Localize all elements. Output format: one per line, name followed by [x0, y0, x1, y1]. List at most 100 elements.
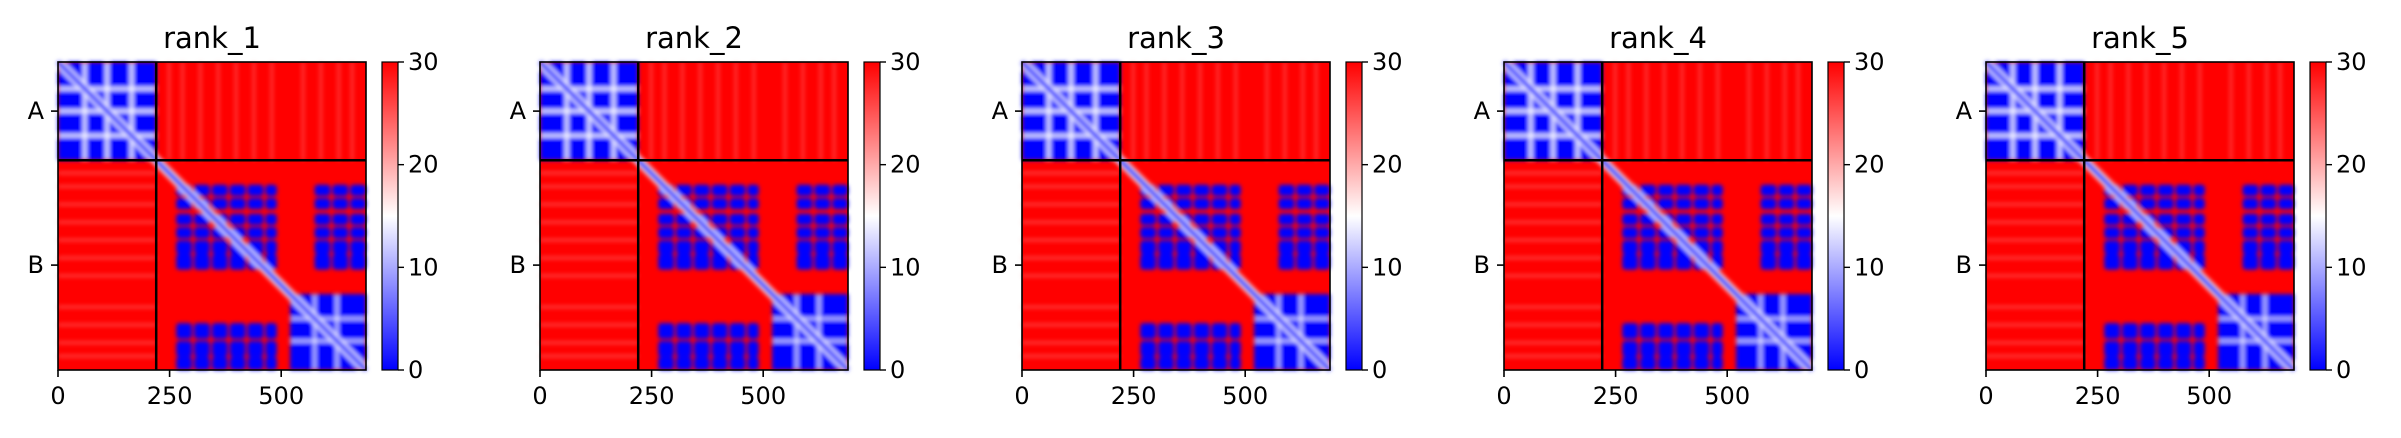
heatmap-patch [658, 356, 674, 370]
heatmap-patch [2175, 340, 2192, 357]
heatmap-patch [1760, 184, 1777, 196]
heatmap-stripe [1575, 62, 1580, 161]
heatmap-patch [1760, 253, 1777, 270]
heatmap-patch [747, 184, 759, 196]
heatmap-patch [658, 340, 674, 357]
heatmap-patch [194, 184, 210, 196]
x-tick-label: 0 [1978, 382, 1993, 410]
heatmap-stripe [734, 62, 738, 161]
heatmap-patch [1711, 340, 1723, 357]
heatmap-patch [676, 227, 692, 239]
heatmap-patch [1622, 213, 1638, 225]
heatmap-patch [2260, 198, 2277, 210]
diagonal-band [1020, 60, 1332, 372]
heatmap-stripe [2218, 317, 2294, 321]
heatmap-stripe [783, 62, 787, 161]
heatmap-stripe [1504, 202, 1603, 206]
heatmap-patch [1229, 340, 1241, 357]
heatmap-stripe [216, 62, 220, 161]
heatmap-stripe [58, 323, 157, 327]
heatmap-patch [314, 227, 331, 239]
heatmap-patch [658, 240, 674, 254]
heatmap-stripe [2229, 62, 2233, 161]
heatmap-patch [814, 227, 831, 239]
heatmap-patch [676, 253, 692, 270]
heatmap-patch [1658, 253, 1674, 270]
heatmap-patch [676, 340, 692, 357]
heatmap-patch [2104, 356, 2120, 370]
heatmap-stripe [1986, 238, 2085, 242]
heatmap-patch [2104, 240, 2120, 254]
heatmap-patch [1711, 253, 1723, 270]
heatmap-patch [729, 356, 746, 370]
heatmap-texture [536, 58, 852, 374]
heatmap-stripe [313, 294, 317, 370]
heatmap-patch [711, 184, 728, 196]
heatmap-patch [1176, 323, 1192, 339]
heatmap-patch [658, 227, 674, 239]
heatmap-patch [350, 227, 366, 239]
heatmap-stripe [1796, 62, 1800, 161]
heatmap-patch [832, 213, 848, 225]
heatmap-patch [2140, 184, 2156, 196]
heatmap-stripe [1504, 341, 1603, 345]
y-tick-label: B [28, 251, 44, 279]
heatmap-stripe [1747, 62, 1751, 161]
heatmap-patch [747, 240, 759, 254]
heatmap-patch [1140, 340, 1156, 357]
colorbar-tick-label: 30 [408, 48, 439, 76]
heatmap-stripe [540, 184, 639, 188]
heatmap-patch [694, 240, 710, 254]
heatmap-stripe [1986, 171, 2085, 175]
heatmap-patch [658, 323, 674, 339]
heatmap-patch [747, 227, 759, 239]
heatmap-stripe [1986, 256, 2085, 260]
heatmap-patch [1693, 213, 1710, 225]
heatmap-patch [1640, 184, 1656, 196]
heatmap-stripe [1265, 62, 1269, 161]
heatmap-patch [1760, 213, 1777, 225]
heatmap-patch [247, 340, 264, 357]
heatmap-patch [212, 323, 228, 339]
heatmap-patch [2140, 356, 2156, 370]
heatmap-patch [229, 184, 246, 196]
heatmap-patch [1229, 356, 1241, 370]
x-tick-label: 250 [2075, 382, 2121, 410]
heatmap-patch [711, 213, 728, 225]
heatmap-patch [212, 198, 228, 210]
heatmap-patch [1211, 323, 1228, 339]
heatmap-patch [1796, 198, 1812, 210]
colorbar-tick-label: 10 [1854, 253, 1885, 281]
heatmap-patch [1640, 253, 1656, 270]
diagonal-band [538, 60, 850, 372]
x-tick-label: 0 [1014, 382, 1029, 410]
heatmap-patch [2278, 198, 2294, 210]
heatmap-stripe [2144, 62, 2148, 161]
heatmap-stripe [1022, 274, 1121, 278]
colorbar-tick-label: 0 [1854, 356, 1869, 384]
heatmap-patch [1158, 340, 1174, 357]
heatmap-stripe [1093, 62, 1098, 161]
heatmap-patch [332, 213, 349, 225]
heatmap-patch [2122, 253, 2138, 270]
heatmap-stripe [540, 133, 639, 138]
heatmap-patch [1693, 198, 1710, 210]
heatmap-patch [711, 253, 728, 270]
heatmap-stripe [1986, 274, 2085, 278]
heatmap-stripe [2126, 62, 2130, 161]
heatmap-patch [1640, 227, 1656, 239]
heatmap-patch [1176, 340, 1192, 357]
colorbar-tick-label: 0 [408, 356, 423, 384]
plot-frame [1503, 61, 1813, 371]
colorbar-tick-label: 0 [890, 356, 905, 384]
heatmap-stripe [1022, 341, 1121, 345]
heatmap-patch [2175, 227, 2192, 239]
heatmap-stripe [2263, 294, 2267, 370]
heatmap-stripe [1216, 62, 1220, 161]
heatmap-patch [1675, 323, 1692, 339]
heatmap-patch [1158, 323, 1174, 339]
heatmap-patch [832, 253, 848, 270]
heatmap-stripe [2218, 339, 2294, 343]
heatmap-patch [2193, 323, 2205, 339]
heatmap-stripe [58, 220, 157, 224]
